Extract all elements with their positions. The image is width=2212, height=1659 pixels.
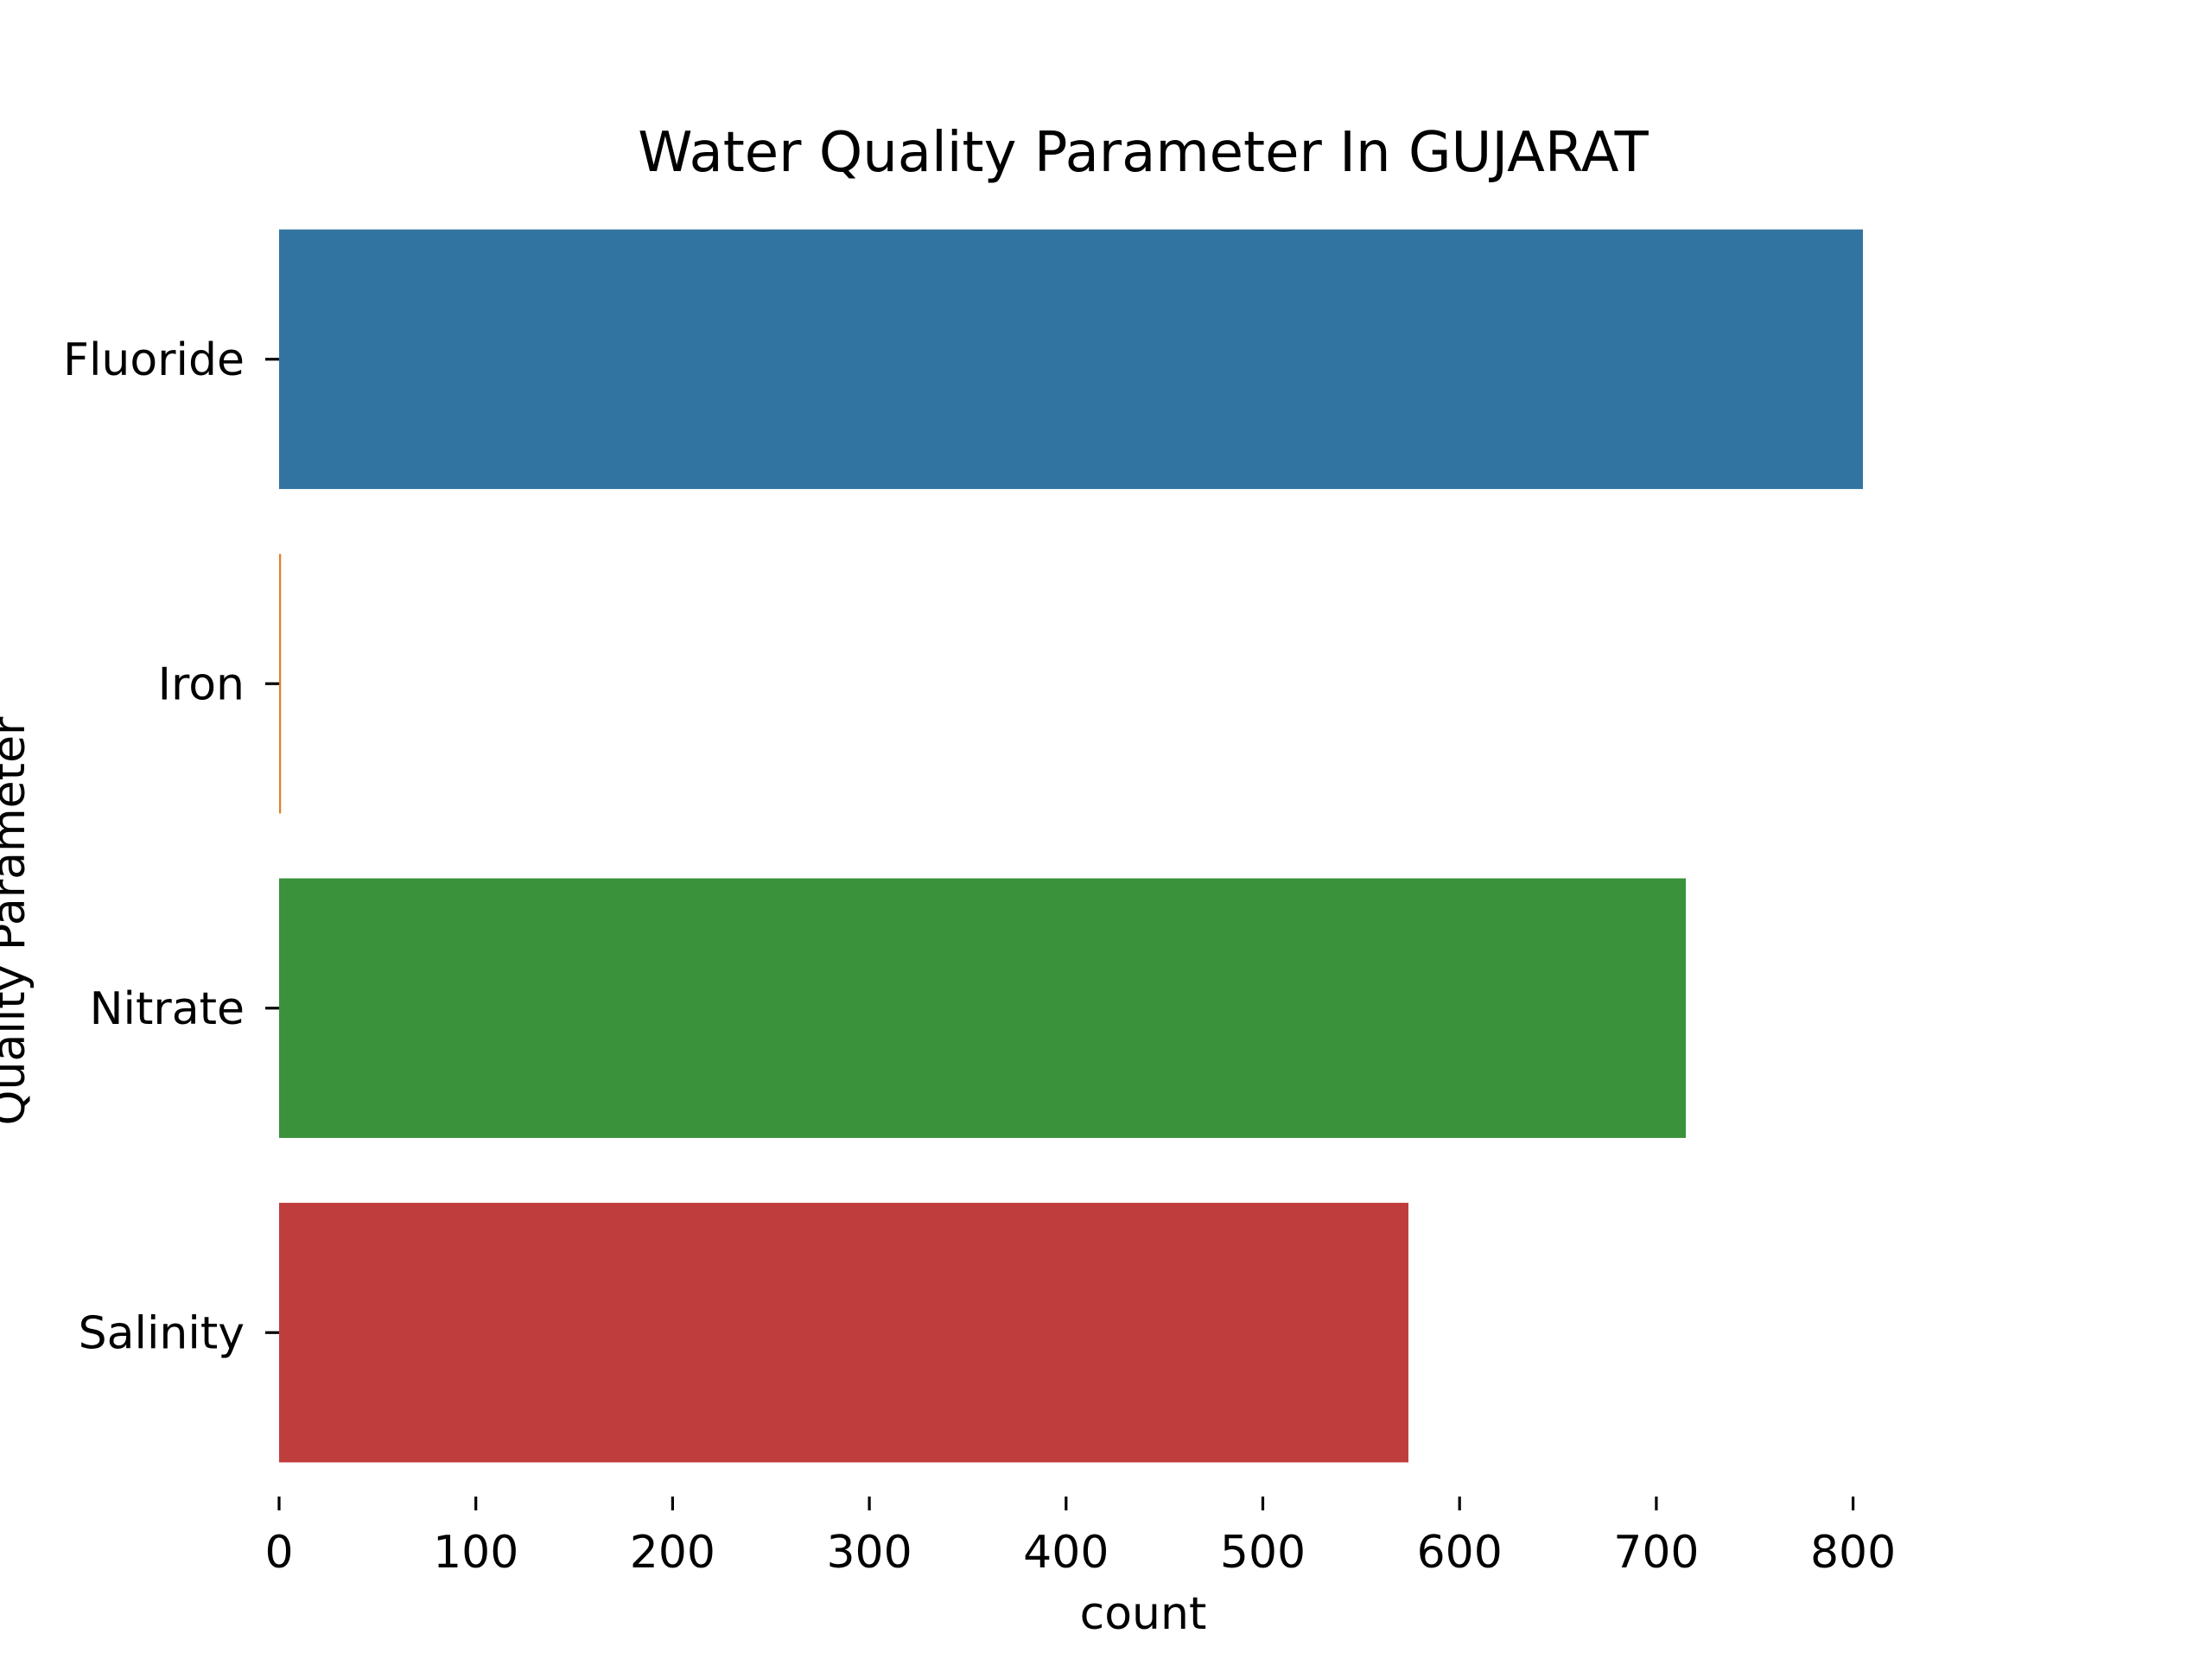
- x-tick-label-800: 800: [1810, 1527, 1896, 1579]
- x-tick-label-100: 100: [433, 1527, 518, 1579]
- x-axis: 0 100 200 300 400 500 600 700 800: [264, 1497, 1896, 1579]
- y-tick-label-nitrate: Nitrate: [90, 983, 245, 1035]
- chart-title: Water Quality Parameter In GUJARAT: [638, 121, 1649, 185]
- x-tick-label-200: 200: [630, 1527, 715, 1579]
- x-tick-label-0: 0: [264, 1527, 293, 1579]
- bar-salinity: [279, 1203, 1409, 1463]
- bar-iron: [279, 554, 282, 814]
- y-tick-label-iron: Iron: [158, 658, 245, 710]
- x-tick-label-500: 500: [1220, 1527, 1306, 1579]
- y-axis-label: Quality Parameter: [0, 716, 35, 1125]
- x-axis-label: count: [1080, 1588, 1207, 1640]
- x-tick-label-300: 300: [826, 1527, 912, 1579]
- y-axis: Fluoride Iron Nitrate Salinity: [63, 334, 279, 1359]
- x-tick-label-400: 400: [1023, 1527, 1109, 1579]
- y-tick-label-fluoride: Fluoride: [63, 334, 245, 386]
- x-tick-label-700: 700: [1613, 1527, 1699, 1579]
- bars-group: [279, 229, 1863, 1463]
- bar-fluoride: [279, 229, 1863, 489]
- bar-nitrate: [279, 878, 1687, 1138]
- y-tick-label-salinity: Salinity: [79, 1307, 245, 1359]
- x-tick-label-600: 600: [1417, 1527, 1503, 1579]
